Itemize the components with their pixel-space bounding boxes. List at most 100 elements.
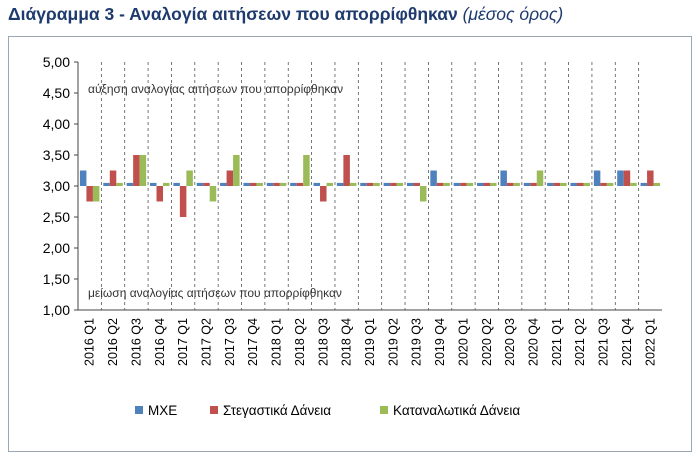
bar-2017-q4-s2 bbox=[249, 182, 257, 186]
bar-2017-q1-s3 bbox=[186, 170, 193, 186]
bar-2017-q3-s1 bbox=[220, 182, 227, 186]
x-tick-label: 2019 Q2 bbox=[386, 318, 400, 366]
bar-2018-q1-s2 bbox=[273, 182, 280, 186]
bar-2018-q1-s1 bbox=[266, 182, 274, 186]
bar-2021-q3-s2 bbox=[600, 182, 607, 186]
bar-2021-q3-s3 bbox=[606, 182, 614, 186]
bar-2021-q2-s1 bbox=[570, 182, 577, 186]
x-tick-label: 2017 Q4 bbox=[246, 318, 260, 366]
bar-2016-q3-s2 bbox=[133, 155, 140, 186]
bar-2019-q4-s3 bbox=[443, 182, 450, 186]
legend-label: Καταναλωτικά Δάνεια bbox=[393, 403, 520, 418]
bar-2017-q4-s1 bbox=[243, 182, 250, 186]
x-tick-label: 2018 Q2 bbox=[293, 318, 307, 366]
chart-frame bbox=[8, 36, 692, 452]
bar-2016-q4-s1 bbox=[150, 182, 157, 186]
x-axis: 2016 Q1 2016 Q2 2016 Q3 2016 Q4 2017 Q1 2017 … bbox=[78, 309, 662, 366]
bar-2020-q1-s2 bbox=[460, 182, 467, 186]
bar-2021-q4-s2 bbox=[623, 170, 631, 186]
bar-2016-q1-s2 bbox=[86, 186, 93, 202]
y-tick-label: 3,00 bbox=[43, 178, 70, 194]
bar-2016-q2-s2 bbox=[109, 170, 117, 186]
bar-2017-q1-s1 bbox=[173, 182, 180, 186]
bar-2021-q1-s3 bbox=[560, 182, 567, 186]
x-tick-label: 2021 Q3 bbox=[597, 318, 611, 366]
bar-2020-q4-s3 bbox=[536, 170, 544, 186]
bar-2021-q2-s2 bbox=[576, 182, 584, 186]
bar-2019-q3-s1 bbox=[406, 182, 414, 186]
bar-2020-q4-s1 bbox=[523, 182, 531, 186]
bar-2018-q3-s1 bbox=[313, 182, 321, 186]
bar-2020-q1-s3 bbox=[466, 182, 474, 186]
y-tick-label: 2,50 bbox=[43, 209, 70, 225]
bar-2016-q1-s1 bbox=[79, 170, 87, 186]
bar-2019-q4-s1 bbox=[430, 170, 437, 186]
annotation-decrease: μείωση αναλογίας αιτήσεων που απορρίφθηκ… bbox=[88, 286, 342, 300]
bar-2019-q1-s2 bbox=[366, 182, 374, 186]
bar-2016-q4-s3 bbox=[163, 182, 170, 186]
x-tick-label: 2020 Q3 bbox=[503, 318, 517, 366]
bar-2018-q2-s2 bbox=[296, 182, 304, 186]
grid-lines bbox=[100, 62, 640, 310]
x-tick-label: 2021 Q2 bbox=[573, 318, 587, 366]
bars bbox=[79, 155, 661, 217]
bar-2016-q4-s2 bbox=[156, 186, 164, 202]
x-tick-label: 2017 Q2 bbox=[199, 318, 213, 366]
bar-2016-q2-s1 bbox=[103, 182, 110, 186]
bar-2017-q2-s3 bbox=[209, 186, 217, 202]
y-tick-label: 4,50 bbox=[43, 85, 70, 101]
legend-label: Στεγαστικά Δάνεια bbox=[223, 403, 331, 418]
bar-2018-q4-s2 bbox=[343, 155, 350, 186]
x-tick-label: 2017 Q1 bbox=[176, 318, 190, 366]
bar-2017-q3-s3 bbox=[233, 155, 240, 186]
bar-2017-q2-s1 bbox=[196, 182, 204, 186]
bar-2022-q1-s2 bbox=[647, 170, 654, 186]
bar-2019-q2-s2 bbox=[390, 182, 397, 186]
x-tick-label: 2019 Q1 bbox=[363, 318, 377, 366]
chart-title-sub: (μέσος όρος) bbox=[462, 4, 564, 24]
bar-2020-q2-s3 bbox=[490, 182, 497, 186]
x-tick-label: 2018 Q3 bbox=[316, 318, 330, 366]
bar-2018-q4-s3 bbox=[349, 182, 357, 186]
chart-title: Διάγραμμα 3 - Αναλογία αιτήσεων που απορ… bbox=[8, 4, 563, 25]
bar-2019-q3-s2 bbox=[413, 182, 420, 186]
x-tick-label: 2016 Q3 bbox=[129, 318, 143, 366]
bar-2020-q2-s1 bbox=[477, 182, 484, 186]
y-tick-label: 5,00 bbox=[43, 54, 70, 70]
y-tick-label: 1,00 bbox=[43, 302, 70, 318]
bar-2020-q3-s1 bbox=[500, 170, 507, 186]
x-tick-label: 2019 Q4 bbox=[433, 318, 447, 366]
bar-2020-q3-s2 bbox=[506, 182, 514, 186]
legend: ΜΧΕ Στεγαστικά Δάνεια Καταναλωτικά Δάνεια bbox=[135, 403, 520, 418]
bar-2020-q3-s3 bbox=[513, 182, 520, 186]
bar-2020-q4-s2 bbox=[530, 182, 537, 186]
legend-label: ΜΧΕ bbox=[148, 403, 177, 418]
bar-2021-q4-s3 bbox=[630, 182, 637, 186]
bar-2021-q4-s1 bbox=[617, 170, 624, 186]
bar-2020-q2-s2 bbox=[483, 182, 491, 186]
bar-2016-q1-s3 bbox=[92, 186, 100, 202]
x-tick-label: 2021 Q1 bbox=[550, 318, 564, 366]
bar-2018-q3-s3 bbox=[326, 182, 334, 186]
x-tick-label: 2020 Q1 bbox=[456, 318, 470, 366]
annotation-increase: αύξηση αναλογίας αιτήσεων που απορρίφθηκ… bbox=[88, 82, 343, 96]
bar-2018-q2-s3 bbox=[303, 155, 310, 186]
x-tick-label: 2017 Q3 bbox=[223, 318, 237, 366]
bar-2018-q4-s1 bbox=[336, 182, 344, 186]
y-axis: 1,00 1,50 2,00 2,50 3,00 3,50 4,00 4,50 5,00 bbox=[43, 54, 79, 318]
bar-2019-q2-s1 bbox=[383, 182, 391, 186]
bar-2016-q2-s3 bbox=[116, 182, 123, 186]
y-tick-label: 2,00 bbox=[43, 240, 70, 256]
x-tick-label: 2018 Q4 bbox=[340, 318, 354, 366]
bar-2017-q4-s3 bbox=[256, 182, 263, 186]
bar-2019-q1-s1 bbox=[360, 182, 367, 186]
bar-2018-q3-s2 bbox=[320, 186, 327, 202]
bar-2017-q3-s2 bbox=[226, 170, 234, 186]
bar-2019-q1-s3 bbox=[373, 182, 380, 186]
x-tick-label: 2019 Q3 bbox=[410, 318, 424, 366]
bar-2019-q4-s2 bbox=[436, 182, 444, 186]
x-tick-label: 2020 Q4 bbox=[527, 318, 541, 366]
bar-2020-q1-s1 bbox=[453, 182, 461, 186]
bar-2017-q1-s2 bbox=[179, 186, 187, 217]
bar-2018-q2-s1 bbox=[290, 182, 297, 186]
